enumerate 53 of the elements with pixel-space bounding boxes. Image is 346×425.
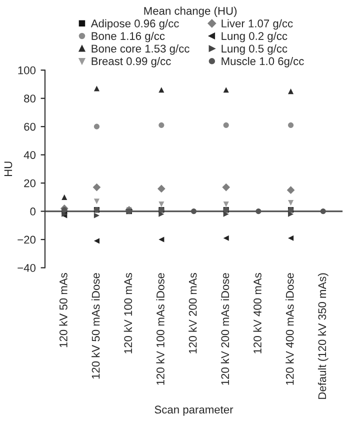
point bbox=[223, 201, 229, 208]
point bbox=[222, 183, 230, 192]
y-tick-label: 80 bbox=[24, 94, 36, 102]
x-tick-label: 120 kV 200 mAs iDose bbox=[220, 273, 230, 385]
point bbox=[320, 208, 326, 214]
point bbox=[94, 198, 100, 204]
legend-label: Lung 0.5 g/cc bbox=[222, 44, 288, 55]
point bbox=[223, 235, 229, 241]
x-tick-label: 120 kV 200 mAs bbox=[188, 273, 197, 354]
x-tick-label: 120 kV 400 mAs bbox=[253, 273, 262, 354]
point bbox=[288, 88, 294, 94]
point bbox=[158, 122, 164, 128]
point bbox=[288, 122, 294, 128]
point bbox=[256, 208, 262, 214]
legend-label: Breast 0.99 g/cc bbox=[92, 56, 171, 68]
legend-label: Bone core 1.53 g/cc bbox=[92, 44, 190, 55]
point bbox=[94, 124, 100, 130]
y-tick-label: 0 bbox=[30, 208, 36, 216]
legend-label: Liver 1.07 g/cc bbox=[222, 19, 293, 30]
point bbox=[158, 236, 164, 242]
point bbox=[94, 86, 100, 92]
y-tick-label: 40 bbox=[24, 151, 36, 159]
x-tick-label: Default (120 kV 350 mAs) bbox=[318, 273, 328, 399]
legend-label: Adipose 0.96 g/cc bbox=[90, 19, 179, 30]
legend-label: Bone 1.16 g/cc bbox=[92, 32, 165, 42]
point bbox=[288, 211, 294, 217]
point bbox=[288, 200, 294, 206]
point bbox=[92, 183, 101, 192]
legend-title: Mean change (HU) bbox=[144, 6, 237, 18]
y-tick-label: −20 bbox=[18, 236, 36, 244]
point bbox=[94, 212, 100, 218]
point bbox=[94, 238, 100, 244]
x-tick-label: 120 kV 400 mAs iDose bbox=[286, 273, 294, 385]
point bbox=[223, 122, 229, 128]
point bbox=[190, 208, 197, 214]
point bbox=[158, 201, 164, 208]
y-tick-label: −40 bbox=[18, 264, 36, 272]
legend-label: Muscle 1.0 6g/cc bbox=[222, 56, 304, 68]
x-tick-label: 120 kV 100 mAs bbox=[124, 273, 132, 354]
point bbox=[157, 184, 166, 193]
x-tick-label: 120 kV 100 mAs iDose bbox=[156, 273, 164, 385]
y-tick-label: 100 bbox=[18, 66, 36, 74]
point bbox=[62, 194, 68, 200]
point bbox=[286, 186, 295, 194]
x-tick-label: 120 kV 50 mAs bbox=[59, 273, 68, 348]
y-tick-label: 20 bbox=[24, 179, 36, 188]
legend-label: Lung 0.2 g/cc bbox=[222, 32, 288, 42]
y-tick-label: 60 bbox=[24, 122, 36, 131]
x-axis-title: Scan parameter bbox=[154, 406, 234, 416]
point bbox=[158, 211, 164, 217]
point bbox=[288, 235, 294, 241]
y-axis-title: HU bbox=[4, 162, 12, 176]
x-tick-label: 120 kV 50 mAs iDose bbox=[92, 273, 100, 379]
